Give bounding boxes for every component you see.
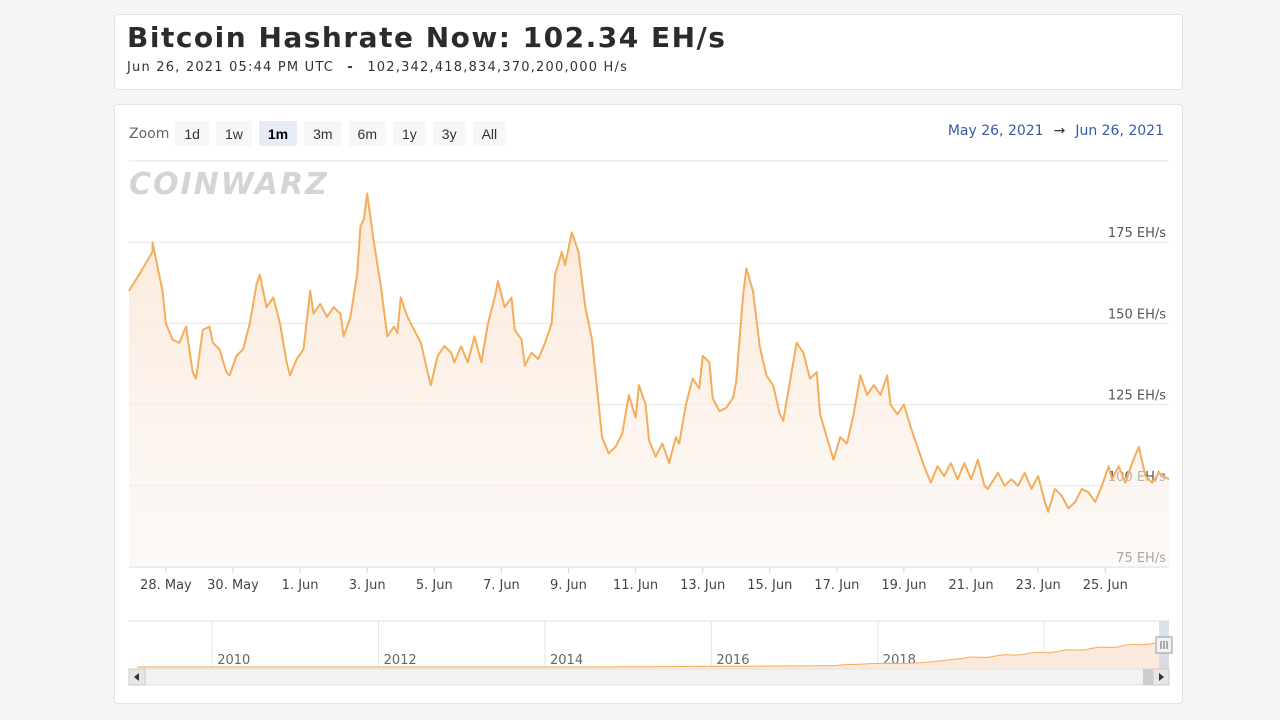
zoom-3y-button[interactable]: 3y — [432, 121, 466, 146]
range-from-date[interactable]: May 26, 2021 — [947, 123, 1044, 139]
series-line — [128, 192, 1170, 513]
x-tick-label: 19. Jun — [881, 578, 926, 593]
x-tick-label: 7. Jun — [483, 578, 520, 593]
coinwarz-watermark: COINWARZ — [129, 167, 329, 202]
x-tick-label: 17. Jun — [814, 578, 859, 593]
zoom-1d-button[interactable]: 1d — [175, 121, 209, 146]
hashrate-full: 102,342,418,834,370,200,000 H/s — [367, 60, 629, 75]
page-title: Bitcoin Hashrate Now: 102.34 EH/s — [127, 21, 727, 54]
zoom-1w-button[interactable]: 1w — [215, 121, 252, 146]
y-tick-label: 125 EH/s — [1108, 389, 1166, 404]
zoom-1y-button[interactable]: 1y — [392, 121, 426, 146]
zoom-3m-button[interactable]: 3m — [304, 121, 342, 146]
header-card: Bitcoin Hashrate Now: 102.34 EH/s Jun 26… — [114, 14, 1183, 90]
zoom-6m-button[interactable]: 6m — [348, 121, 386, 146]
x-tick-label: 13. Jun — [680, 578, 725, 593]
x-tick-label: 25. Jun — [1083, 578, 1128, 593]
series-area — [129, 193, 1169, 567]
navigator-year-label: 2010 — [217, 653, 250, 668]
scrollbar-thumb[interactable] — [1143, 669, 1153, 685]
x-tick-label: 1. Jun — [282, 578, 319, 593]
x-tick-label: 28. May — [140, 578, 192, 593]
x-tick-label: 3. Jun — [349, 578, 386, 593]
y-tick-label: 175 EH/s — [1108, 226, 1166, 241]
scroll-right-arrow-icon — [1159, 673, 1164, 681]
navigator-year-label: 2016 — [716, 653, 749, 668]
scroll-left-arrow-icon — [134, 673, 139, 681]
x-tick-label: 11. Jun — [613, 578, 658, 593]
navigator-year-label: 2014 — [550, 653, 583, 668]
zoom-1m-button[interactable]: 1m — [258, 121, 298, 146]
x-tick-label: 21. Jun — [949, 578, 994, 593]
hashrate-subtitle: Jun 26, 2021 05:44 PM UTC - 102,342,418,… — [127, 60, 628, 75]
range-to-date[interactable]: Jun 26, 2021 — [1075, 123, 1164, 139]
range-arrow: → — [1053, 123, 1066, 139]
x-tick-label: 15. Jun — [747, 578, 792, 593]
zoom-bar: Zoom 1d 1w 1m 3m 6m 1y 3y All — [129, 121, 513, 146]
y-tick-label: 150 EH/s — [1108, 307, 1166, 322]
navigator-year-label: 2012 — [384, 653, 417, 668]
x-tick-label: 5. Jun — [416, 578, 453, 593]
timestamp: Jun 26, 2021 05:44 PM UTC — [127, 60, 335, 75]
zoom-label: Zoom — [129, 125, 170, 142]
zoom-all-button[interactable]: All — [472, 121, 507, 146]
x-tick-label: 23. Jun — [1016, 578, 1061, 593]
separator: - — [347, 60, 354, 75]
date-range: May 26, 2021 → Jun 26, 2021 — [948, 123, 1164, 139]
navigator-line — [137, 641, 1170, 668]
scrollbar-track[interactable] — [128, 668, 1170, 686]
x-tick-label: 30. May — [207, 578, 259, 593]
x-tick-label: 9. Jun — [550, 578, 587, 593]
navigator-area — [137, 641, 1169, 669]
